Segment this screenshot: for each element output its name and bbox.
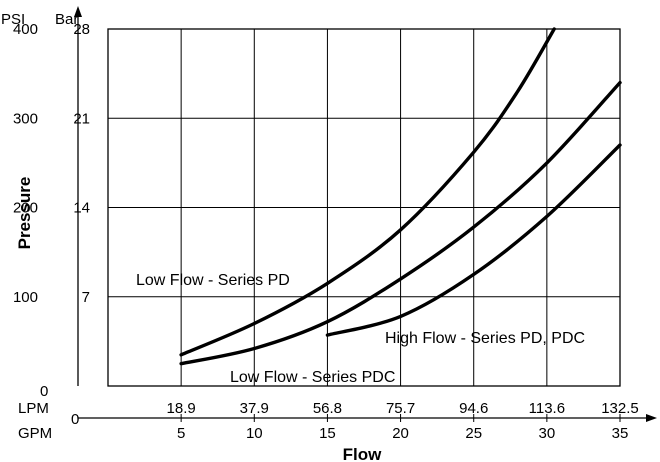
y-tick-label-bar: 7: [82, 289, 90, 306]
series-labels: Low Flow - Series PD Low Flow - Series PD…: [136, 272, 585, 386]
curves: [179, 27, 622, 366]
tick-labels: 5 18.9 10 37.9 15 56.8 20 75.7 25 94.6 30 113.6 35 13…: [13, 21, 639, 442]
series-line: [179, 80, 622, 366]
x-unit-secondary: LPM: [18, 400, 49, 417]
y-axis-title: Pressure: [15, 177, 34, 250]
series-label: High Flow - Series PD, PDC: [385, 330, 585, 347]
x-tick-label-lpm: 113.6: [529, 400, 565, 417]
series-line: [179, 27, 556, 357]
x-tick-label-lpm: 75.7: [386, 400, 415, 417]
y-origin-label: 0: [40, 383, 48, 400]
y-tick-label-psi: 100: [13, 289, 38, 306]
x-tick-label-lpm: 56.8: [313, 400, 342, 417]
grid: [108, 29, 620, 386]
x-axis-title: Flow: [343, 445, 382, 462]
x-tick-label-gpm: 15: [319, 425, 336, 442]
x-tick-label-lpm: 37.9: [240, 400, 269, 417]
plot-frame: [77, 14, 648, 422]
x-unit-primary: GPM: [18, 425, 52, 442]
y-tick-label-bar: 14: [73, 200, 90, 217]
x-tick-label-gpm: 10: [246, 425, 263, 442]
x-origin-label: 0: [71, 411, 79, 428]
series-line: [325, 143, 622, 337]
y-unit-primary: PSI: [1, 11, 25, 28]
y-axis-arrowhead: [74, 6, 82, 17]
x-tick-label-gpm: 25: [465, 425, 482, 442]
y-tick-label-psi: 400: [13, 21, 38, 38]
y-tick-label-psi: 300: [13, 110, 38, 127]
x-tick-label-gpm: 30: [539, 425, 556, 442]
plot-border: [107, 28, 621, 387]
y-tick-label-bar: 28: [73, 21, 90, 38]
series-label: Low Flow - Series PDC: [230, 369, 395, 386]
x-tick-label-lpm: 18.9: [167, 400, 196, 417]
y-tick-label-psi: 200: [13, 200, 38, 217]
x-tick-label-lpm: 132.5: [601, 400, 639, 417]
x-axis-arrowhead: [646, 414, 657, 422]
x-tick-label-gpm: 35: [612, 425, 629, 442]
x-tick-label-lpm: 94.6: [459, 400, 488, 417]
x-tick-label-gpm: 20: [392, 425, 409, 442]
x-tick-label-gpm: 5: [177, 425, 185, 442]
y-unit-secondary: Bar: [55, 11, 78, 28]
y-tick-label-bar: 21: [73, 110, 90, 127]
series-label: Low Flow - Series PD: [136, 272, 290, 289]
